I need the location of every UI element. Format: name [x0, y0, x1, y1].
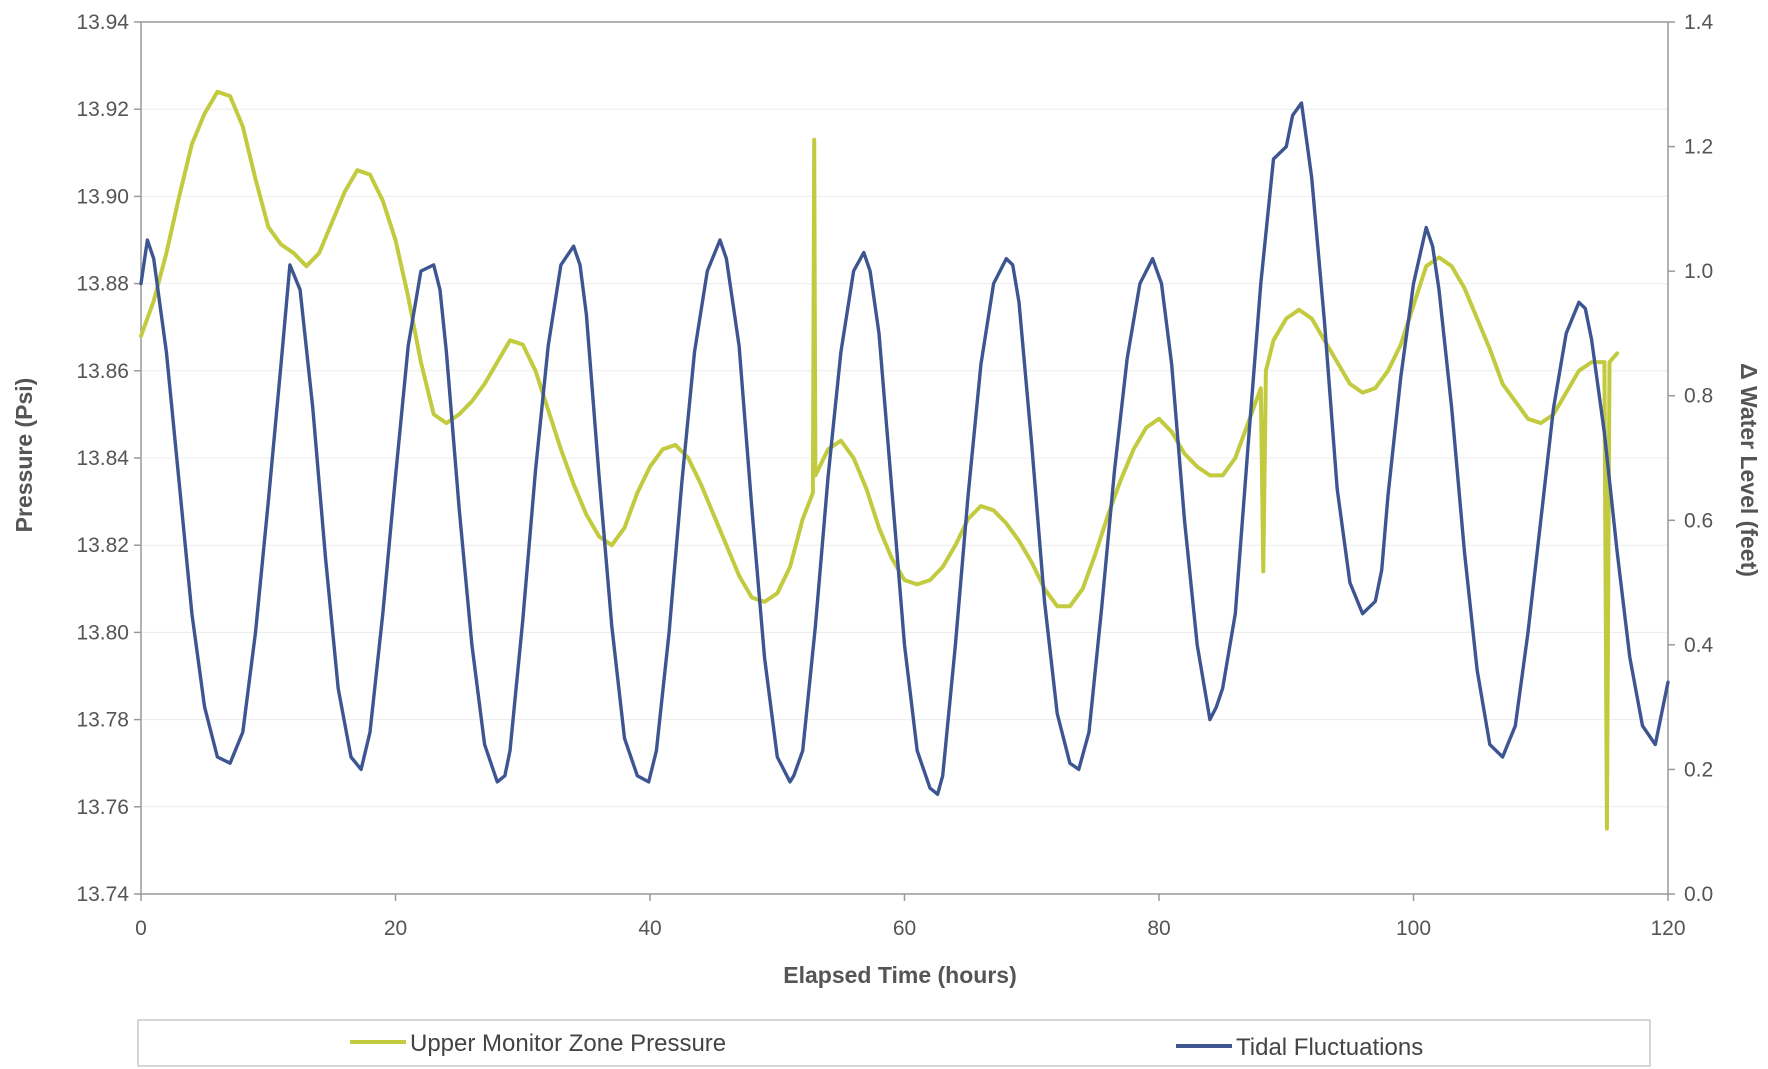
- x-tick-label: 20: [384, 917, 407, 940]
- y-left-tick-label: 13.78: [76, 709, 129, 732]
- y-left-tick-label: 13.92: [76, 98, 129, 121]
- tidal-series-line: [139, 101, 1670, 796]
- legend-label-pressure: Upper Monitor Zone Pressure: [410, 1030, 726, 1057]
- x-axis-title: Elapsed Time (hours): [783, 962, 1016, 988]
- x-tick-label: 100: [1396, 917, 1431, 940]
- y-right-tick-label: 0.0: [1684, 883, 1713, 906]
- y-axis-left-title: Pressure (Psi): [11, 378, 37, 533]
- y-left-tick-label: 13.74: [76, 883, 129, 906]
- legend: Upper Monitor Zone Pressure Tidal Fluctu…: [137, 1019, 1651, 1067]
- y-axis-right-title: Δ Water Level (feet): [1736, 363, 1762, 577]
- y-left-tick-label: 13.90: [76, 185, 129, 208]
- pressure-series-line: [139, 89, 1620, 831]
- y-left-tick-label: 13.82: [76, 534, 129, 557]
- x-tick-label: 80: [1147, 917, 1170, 940]
- y-left-tick-label: 13.94: [76, 11, 129, 34]
- y-right-tick-label: 0.4: [1684, 634, 1714, 657]
- y-right-tick-label: 1.4: [1684, 11, 1714, 34]
- y-left-tick-labels: 13.74 13.76 13.78 13.80 13.82 13.84 13.86 13.88…: [76, 11, 129, 906]
- y-left-tick-label: 13.80: [76, 621, 129, 644]
- x-tick-labels: 0 20 40 60 80 100 120: [135, 917, 1685, 940]
- y-right-tick-labels: 0.0 0.2 0.4 0.6 0.8 1.0 1.2 1.4: [1684, 11, 1714, 906]
- x-tick-label: 40: [638, 917, 661, 940]
- x-tick-label: 0: [135, 917, 147, 940]
- axes: [134, 21, 1675, 901]
- y-right-tick-label: 1.2: [1684, 136, 1713, 159]
- y-left-tick-label: 13.86: [76, 360, 129, 383]
- x-tick-label: 120: [1650, 917, 1685, 940]
- y-right-tick-label: 0.2: [1684, 758, 1713, 781]
- series-layer: [139, 89, 1670, 831]
- y-left-tick-label: 13.76: [76, 796, 129, 819]
- y-right-tick-label: 1.0: [1684, 260, 1713, 283]
- y-right-tick-label: 0.8: [1684, 385, 1713, 408]
- x-tick-label: 60: [893, 917, 916, 940]
- y-left-tick-label: 13.84: [76, 447, 129, 470]
- y-right-tick-label: 0.6: [1684, 509, 1713, 532]
- y-left-tick-label: 13.88: [76, 273, 129, 296]
- legend-label-tidal: Tidal Fluctuations: [1236, 1034, 1423, 1061]
